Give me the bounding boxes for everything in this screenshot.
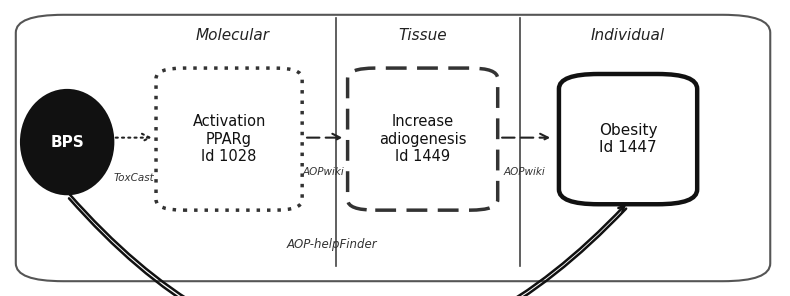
FancyBboxPatch shape: [559, 74, 698, 204]
Text: Obesity
Id 1447: Obesity Id 1447: [599, 123, 657, 155]
Text: Molecular: Molecular: [196, 28, 270, 43]
Text: ToxCast: ToxCast: [113, 173, 154, 183]
FancyBboxPatch shape: [16, 15, 770, 281]
FancyBboxPatch shape: [348, 68, 498, 210]
Text: AOPwiki: AOPwiki: [504, 167, 545, 177]
Text: Tissue: Tissue: [398, 28, 447, 43]
Text: Individual: Individual: [591, 28, 665, 43]
Ellipse shape: [21, 90, 113, 194]
Text: Activation
PPARg
Id 1028: Activation PPARg Id 1028: [193, 114, 265, 164]
Text: Increase
adiogenesis
Id 1449: Increase adiogenesis Id 1449: [379, 114, 466, 164]
Text: AOP-helpFinder: AOP-helpFinder: [287, 238, 377, 251]
Text: BPS: BPS: [51, 135, 84, 149]
Text: AOPwiki: AOPwiki: [303, 167, 344, 177]
FancyBboxPatch shape: [156, 68, 302, 210]
